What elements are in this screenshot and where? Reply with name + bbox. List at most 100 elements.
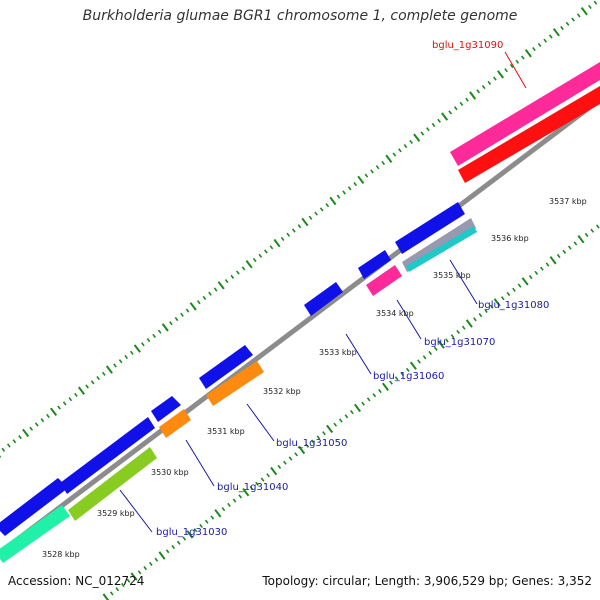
gene-feature[interactable]: [60, 417, 155, 494]
major-tick: [102, 593, 110, 600]
minor-tick: [456, 329, 460, 334]
major-tick: [329, 196, 337, 206]
gene-label[interactable]: bglu_1g31060: [373, 371, 444, 382]
gene-label[interactable]: bglu_1g31050: [276, 438, 347, 449]
minor-tick: [562, 249, 567, 254]
minor-tick: [193, 528, 198, 533]
gene-feature[interactable]: [395, 202, 465, 254]
minor-tick: [398, 148, 402, 153]
minor-tick: [277, 464, 282, 469]
minor-tick: [152, 333, 156, 338]
minor-tick: [224, 279, 229, 284]
minor-tick: [126, 578, 131, 583]
minor-tick: [445, 338, 449, 343]
gene-feature[interactable]: [159, 409, 191, 438]
minor-tick: [213, 287, 218, 292]
minor-tick: [210, 515, 215, 520]
minor-tick: [57, 405, 61, 410]
gene-label[interactable]: bglu_1g31040: [217, 482, 288, 493]
major-tick: [186, 530, 194, 539]
minor-tick: [573, 241, 578, 246]
minor-tick: [500, 296, 505, 301]
major-tick: [524, 49, 532, 58]
major-tick: [245, 260, 253, 269]
minor-tick: [489, 304, 494, 309]
minor-tick: [532, 47, 536, 52]
kbp-label: 3529 kbp: [97, 509, 135, 518]
minor-tick: [109, 591, 114, 596]
kbp-label: 3536 kbp: [491, 234, 529, 243]
gene-feature[interactable]: [366, 265, 402, 296]
gene-label[interactable]: bglu_1g31090: [432, 40, 503, 51]
minor-tick: [595, 224, 600, 229]
minor-tick: [236, 270, 240, 275]
gene-feature[interactable]: [450, 62, 600, 166]
gene-labels: bglu_1g31030 bglu_1g31040 bglu_1g31050 b…: [156, 40, 549, 538]
gene-label[interactable]: bglu_1g31080: [478, 300, 549, 311]
gene-feature[interactable]: [206, 361, 264, 406]
minor-tick: [431, 122, 436, 128]
minor-tick: [62, 401, 67, 406]
minor-tick: [417, 359, 421, 364]
minor-tick: [68, 397, 73, 402]
major-tick: [357, 175, 365, 185]
gene-feature[interactable]: [406, 226, 477, 272]
major-tick: [496, 70, 505, 79]
minor-tick: [370, 169, 374, 174]
minor-tick: [171, 544, 176, 550]
accession-text: Accession: NC_012724: [8, 574, 145, 588]
major-tick: [549, 256, 557, 265]
minor-tick: [588, 4, 592, 9]
minor-tick: [422, 355, 427, 360]
major-tick: [105, 365, 113, 374]
minor-tick: [394, 376, 399, 381]
minor-tick: [381, 160, 386, 166]
major-tick: [577, 235, 585, 244]
gene-feature[interactable]: [358, 250, 391, 279]
gene-feature[interactable]: [68, 447, 157, 521]
minor-tick: [400, 372, 405, 377]
major-tick: [242, 488, 250, 497]
gene-label[interactable]: bglu_1g31030: [156, 527, 227, 538]
gene-feature[interactable]: [199, 345, 253, 389]
minor-tick: [141, 342, 145, 347]
gene-feature[interactable]: [151, 396, 181, 422]
minor-tick: [129, 350, 134, 355]
gene-label[interactable]: bglu_1g31070: [424, 337, 495, 348]
major-tick: [301, 217, 309, 227]
minor-tick: [545, 262, 550, 267]
kbp-label: 3534 kbp: [376, 309, 414, 318]
major-tick: [580, 6, 588, 16]
gene-feature[interactable]: [304, 282, 343, 316]
minor-tick: [515, 59, 520, 64]
minor-tick: [18, 435, 22, 440]
minor-tick: [260, 477, 265, 482]
major-tick: [441, 112, 449, 121]
minor-tick: [342, 190, 346, 195]
minor-tick: [484, 308, 488, 313]
minor-tick: [305, 443, 310, 448]
major-tick: [353, 403, 362, 413]
gene-feature[interactable]: [0, 478, 68, 536]
kbp-label: 3537 kbp: [549, 197, 587, 206]
minor-tick: [378, 388, 382, 394]
minor-tick: [6, 443, 11, 448]
minor-tick: [113, 363, 117, 368]
minor-tick: [350, 410, 354, 415]
minor-tick: [202, 295, 207, 300]
kbp-label: 3532 kbp: [263, 387, 301, 396]
minor-tick: [185, 308, 190, 313]
gene-feature[interactable]: [0, 505, 70, 563]
major-tick: [413, 133, 421, 142]
minor-tick: [169, 321, 173, 326]
major-tick: [270, 466, 278, 476]
minor-tick: [461, 325, 466, 330]
kbp-label: 3531 kbp: [207, 427, 245, 436]
gene-feature[interactable]: [458, 86, 600, 183]
minor-tick: [476, 89, 481, 94]
minor-tick: [255, 481, 259, 486]
minor-tick: [372, 393, 377, 398]
minor-tick: [316, 435, 321, 440]
minor-tick: [232, 498, 237, 503]
